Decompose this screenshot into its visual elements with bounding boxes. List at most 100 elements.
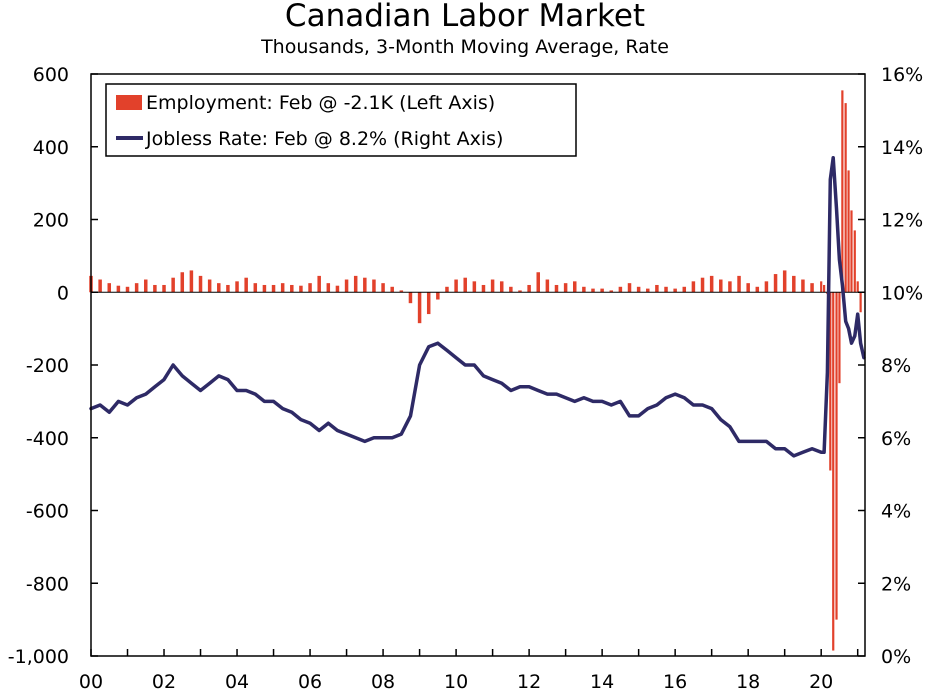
employment-bar-62 bbox=[655, 284, 659, 293]
employment-bar-26 bbox=[326, 283, 331, 293]
x-tick-label: 14 bbox=[590, 671, 614, 692]
employment-bar-90 bbox=[850, 210, 853, 293]
employment-bar-55 bbox=[591, 288, 595, 293]
right-tick-label: 16% bbox=[881, 64, 923, 86]
employment-bar-6 bbox=[144, 279, 148, 293]
x-tick-label: 20 bbox=[809, 671, 833, 692]
employment-bar-65 bbox=[682, 286, 687, 293]
employment-bar-84 bbox=[832, 292, 835, 651]
employment-bar-67 bbox=[700, 277, 705, 293]
legend: Employment: Feb @ -2.1K (Left Axis) Jobl… bbox=[105, 83, 577, 157]
employment-bar-92 bbox=[856, 281, 859, 293]
x-axis: 00 02 04 06 08 10 12 14 16 18 20 bbox=[79, 649, 859, 692]
employment-bar-64 bbox=[673, 288, 677, 293]
left-tick-label: 0 bbox=[57, 282, 69, 304]
employment-bar-34 bbox=[399, 290, 404, 293]
x-tick-label: 10 bbox=[444, 671, 468, 692]
right-tick-label: 6% bbox=[881, 428, 911, 450]
employment-bar-43 bbox=[481, 284, 486, 293]
employment-bar-19 bbox=[262, 284, 267, 293]
employment-bar-66 bbox=[691, 281, 696, 293]
employment-bar-79 bbox=[810, 283, 814, 293]
employment-bar-46 bbox=[509, 286, 513, 293]
legend-box bbox=[105, 83, 577, 157]
employment-bar-16 bbox=[235, 281, 239, 293]
employment-bar-9 bbox=[171, 277, 175, 293]
employment-bar-4 bbox=[125, 286, 130, 293]
employment-bar-59 bbox=[627, 283, 632, 293]
employment-bar-17 bbox=[244, 277, 248, 293]
employment-bar-88 bbox=[844, 103, 847, 293]
left-tick-label: -1,000 bbox=[8, 646, 69, 668]
employment-bar-8 bbox=[162, 284, 166, 293]
employment-bar-33 bbox=[390, 286, 394, 293]
employment-bar-93 bbox=[859, 292, 862, 313]
employment-bar-22 bbox=[290, 284, 294, 293]
legend-label-employment: Employment: Feb @ -2.1K (Left Axis) bbox=[146, 92, 495, 114]
employment-bar-30 bbox=[363, 277, 367, 293]
employment-bar-87 bbox=[841, 90, 844, 293]
employment-bar-63 bbox=[664, 286, 668, 293]
employment-bar-18 bbox=[253, 283, 258, 293]
employment-bar-91 bbox=[853, 230, 856, 293]
employment-bar-47 bbox=[518, 290, 522, 293]
x-tick-label: 06 bbox=[298, 671, 322, 692]
x-tick-label: 04 bbox=[225, 671, 249, 692]
employment-bar-7 bbox=[153, 284, 157, 293]
left-tick-label: -200 bbox=[26, 355, 69, 377]
employment-bar-76 bbox=[782, 270, 787, 293]
employment-bar-12 bbox=[198, 275, 203, 293]
employment-bar-45 bbox=[499, 281, 504, 293]
left-tick-label: 200 bbox=[33, 210, 69, 232]
employment-bar-72 bbox=[746, 283, 750, 293]
employment-bar-83 bbox=[829, 292, 832, 471]
employment-bar-80 bbox=[820, 281, 823, 293]
employment-bar-89 bbox=[847, 170, 850, 293]
employment-bar-31 bbox=[372, 279, 376, 293]
employment-bar-58 bbox=[618, 286, 623, 293]
employment-bar-15 bbox=[226, 284, 230, 293]
employment-bar-25 bbox=[317, 275, 321, 293]
employment-bar-13 bbox=[207, 279, 212, 293]
x-tick-label: 18 bbox=[736, 671, 760, 692]
x-tick-label: 02 bbox=[152, 671, 176, 692]
employment-bar-28 bbox=[344, 279, 349, 293]
employment-bar-74 bbox=[764, 281, 769, 293]
employment-bar-51 bbox=[554, 284, 559, 293]
employment-bar-14 bbox=[217, 283, 221, 293]
right-tick-label: 0% bbox=[881, 646, 911, 668]
employment-bar-52 bbox=[563, 283, 568, 293]
employment-bar-53 bbox=[573, 281, 577, 293]
employment-bar-86 bbox=[838, 292, 841, 384]
employment-bar-10 bbox=[180, 272, 185, 293]
right-tick-label: 2% bbox=[881, 573, 911, 595]
employment-bar-2 bbox=[107, 283, 112, 293]
plot-frame bbox=[90, 73, 866, 657]
employment-bar-38 bbox=[436, 292, 440, 300]
employment-bar-41 bbox=[463, 277, 467, 293]
right-tick-label: 4% bbox=[881, 501, 911, 523]
employment-bar-32 bbox=[381, 283, 385, 293]
employment-bars bbox=[89, 90, 866, 651]
employment-bar-69 bbox=[719, 279, 723, 293]
x-tick-label: 16 bbox=[663, 671, 687, 692]
employment-bar-60 bbox=[636, 286, 641, 293]
employment-bar-78 bbox=[801, 279, 805, 293]
employment-bar-3 bbox=[116, 285, 121, 293]
employment-bar-37 bbox=[426, 292, 431, 315]
employment-bar-40 bbox=[454, 279, 458, 293]
left-axis: 600 400 200 0 -200 -400 -600 -800 -1,000 bbox=[8, 64, 98, 668]
employment-bar-75 bbox=[773, 274, 778, 293]
legend-label-jobless: Jobless Rate: Feb @ 8.2% (Right Axis) bbox=[145, 128, 503, 150]
right-axis: 16% 14% 12% 10% 8% 6% 4% 2% 0% bbox=[858, 64, 923, 668]
right-tick-label: 12% bbox=[881, 210, 923, 232]
employment-bar-70 bbox=[728, 281, 732, 293]
chart-title: Canadian Labor Market bbox=[285, 0, 645, 34]
legend-swatch-employment bbox=[116, 95, 142, 110]
employment-bar-39 bbox=[445, 286, 449, 293]
right-tick-label: 10% bbox=[881, 282, 923, 304]
employment-bar-24 bbox=[308, 283, 312, 293]
left-tick-label: 400 bbox=[33, 137, 69, 159]
employment-bar-1 bbox=[98, 279, 102, 293]
